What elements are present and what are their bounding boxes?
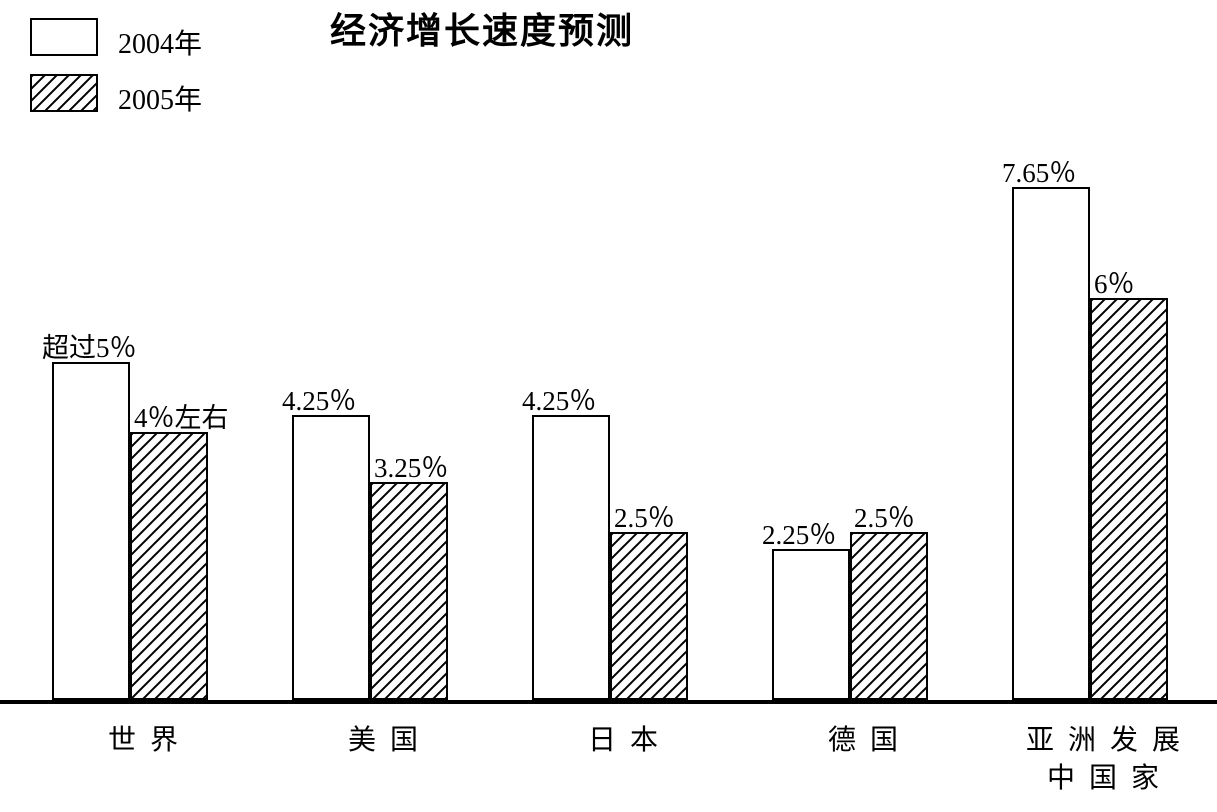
value-label: 3.25％ bbox=[374, 446, 448, 485]
value-label: 6％ bbox=[1094, 262, 1135, 301]
category-label-sub: 中国家 bbox=[1047, 756, 1173, 796]
bar-2005 bbox=[370, 482, 448, 700]
category-label: 亚洲发展 bbox=[1026, 718, 1194, 758]
value-label: 7.65％ bbox=[1002, 151, 1076, 190]
legend-label: 2004年 bbox=[118, 22, 202, 62]
value-label: 2.5％ bbox=[614, 496, 675, 535]
plot-area: 超过5％ 4％左右 4.25％ 3.25％ 4.25％ 2.5％ 2.25％ 2.5％ 7.65… bbox=[0, 120, 1217, 700]
x-axis-baseline bbox=[0, 700, 1217, 704]
bar-2005 bbox=[850, 532, 928, 700]
value-label: 超过5％ bbox=[42, 326, 137, 365]
bar-2004 bbox=[292, 415, 370, 700]
category-label: 美国 bbox=[348, 718, 432, 758]
bar-2005 bbox=[1090, 298, 1168, 700]
category-label: 世界 bbox=[108, 718, 192, 758]
bar-2004 bbox=[772, 549, 850, 700]
value-label: 2.5％ bbox=[854, 496, 915, 535]
value-label: 4.25％ bbox=[282, 379, 356, 418]
bar-2005 bbox=[610, 532, 688, 700]
value-label: 4.25％ bbox=[522, 379, 596, 418]
chart-title: 经济增长速度预测 bbox=[330, 2, 634, 54]
legend-label: 2005年 bbox=[118, 78, 202, 118]
chart-container: 经济增长速度预测 2004年 2005年 超过5％ 4％左右 4.25％ 3.25％ 4.… bbox=[0, 0, 1217, 812]
bar-2004 bbox=[52, 362, 130, 700]
legend-swatch-hatch bbox=[30, 74, 98, 112]
category-label: 德国 bbox=[828, 718, 912, 758]
value-label: 2.25％ bbox=[762, 513, 836, 552]
bar-2004 bbox=[532, 415, 610, 700]
category-label: 日本 bbox=[588, 718, 672, 758]
bar-2004 bbox=[1012, 187, 1090, 700]
legend-swatch-plain bbox=[30, 18, 98, 56]
value-label: 4％左右 bbox=[134, 396, 229, 435]
bar-2005 bbox=[130, 432, 208, 700]
